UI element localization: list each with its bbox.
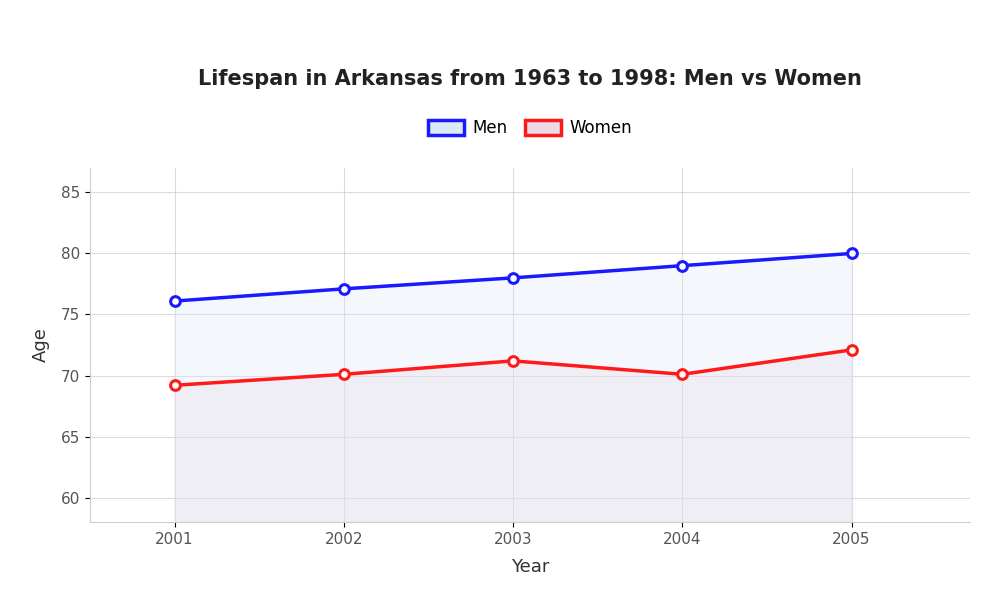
Title: Lifespan in Arkansas from 1963 to 1998: Men vs Women: Lifespan in Arkansas from 1963 to 1998: …	[198, 68, 862, 89]
Women	[169, 382, 181, 389]
Men	[169, 298, 181, 305]
Women	[338, 371, 350, 378]
Women	[846, 346, 858, 353]
Line: Women: Women	[170, 345, 856, 390]
Line: Men: Men	[170, 248, 856, 306]
Women	[676, 371, 688, 378]
Men	[507, 274, 519, 281]
X-axis label: Year: Year	[511, 558, 549, 576]
Legend: Men, Women: Men, Women	[421, 113, 639, 144]
Men	[676, 262, 688, 269]
Men	[846, 250, 858, 257]
Men	[338, 285, 350, 292]
Women	[507, 357, 519, 364]
Y-axis label: Age: Age	[32, 328, 50, 362]
